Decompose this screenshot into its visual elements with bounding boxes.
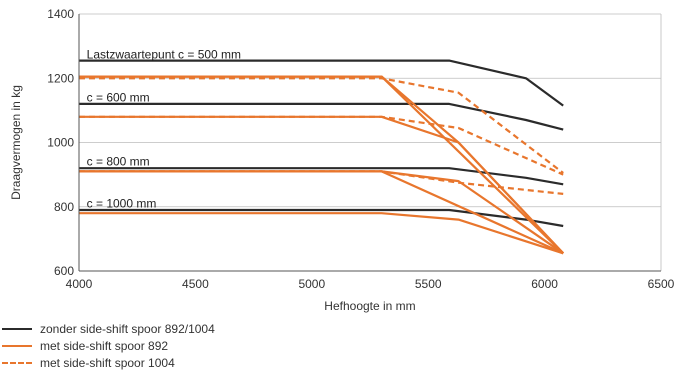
legend-label: zonder side-shift spoor 892/1004 — [40, 321, 215, 336]
annotations: Lastzwaartepunt c = 500 mm c = 600 mm c = … — [87, 47, 241, 210]
series-2-line-0 — [79, 77, 564, 174]
legend-label: met side-shift spoor 892 — [40, 338, 169, 353]
legend-item-892: met side-shift spoor 892 — [2, 337, 215, 354]
legend-swatch-orange-solid — [2, 344, 32, 347]
series-2-line-1 — [79, 115, 564, 176]
y-tick-label-1000: 1000 — [47, 136, 74, 150]
y-tick-label-800: 800 — [54, 200, 74, 214]
x-tick-label-6500: 6500 — [648, 277, 675, 291]
annotation-1: c = 600 mm — [87, 90, 150, 104]
axes: 4000 4500 5000 5500 6000 6500 600 800 1000 1200 14… — [47, 7, 674, 291]
series-2-line-2 — [79, 170, 564, 195]
x-tick-label-4500: 4500 — [182, 277, 209, 291]
series-1-line-5 — [79, 212, 564, 255]
legend: zonder side-shift spoor 892/1004 met sid… — [2, 320, 215, 371]
y-tick-label-1400: 1400 — [47, 7, 74, 21]
x-tick-label-5500: 5500 — [415, 277, 442, 291]
x-tick-label-6000: 6000 — [531, 277, 558, 291]
x-tick-label-5000: 5000 — [298, 277, 325, 291]
x-tick-label-4000: 4000 — [66, 277, 93, 291]
legend-item-zonder: zonder side-shift spoor 892/1004 — [2, 320, 215, 337]
annotation-2: c = 800 mm — [87, 155, 150, 169]
series-0-line-1 — [79, 102, 564, 131]
series-0-line-0 — [79, 59, 564, 107]
legend-swatch-black-solid — [2, 327, 32, 330]
y-tick-label-600: 600 — [54, 264, 74, 278]
legend-swatch-orange-dashed — [2, 361, 32, 364]
series-layer — [79, 59, 564, 255]
x-axis-label: Hefhoogte in mm — [324, 299, 415, 313]
annotation-3: c = 1000 mm — [87, 196, 157, 210]
y-tick-label-1200: 1200 — [47, 71, 74, 85]
legend-label: met side-shift spoor 1004 — [40, 355, 175, 370]
annotation-0: Lastzwaartepunt c = 500 mm — [87, 47, 241, 61]
legend-item-1004: met side-shift spoor 1004 — [2, 354, 215, 371]
y-axis-label: Draagvermogen in kg — [9, 85, 23, 200]
series-0-line-3 — [79, 208, 564, 228]
